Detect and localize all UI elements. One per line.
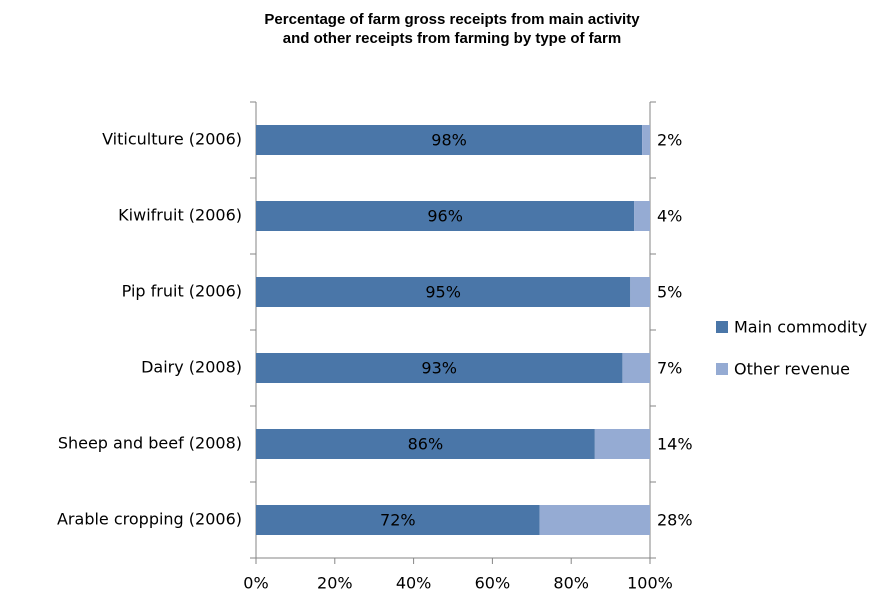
legend-swatch	[716, 363, 728, 375]
data-label: 93%	[421, 359, 457, 378]
data-label: 86%	[408, 435, 444, 454]
data-label: 5%	[657, 283, 682, 302]
bar-segment	[630, 277, 650, 307]
chart-title: and other receipts from farming by type …	[283, 30, 621, 47]
bar-segment	[634, 201, 650, 231]
data-label: 7%	[657, 359, 682, 378]
y-tick-label: Arable cropping (2006)	[57, 510, 242, 529]
data-label: 4%	[657, 207, 682, 226]
bar-segment	[594, 429, 650, 459]
bar-segment	[539, 505, 650, 535]
y-tick-label: Pip fruit (2006)	[122, 282, 242, 301]
x-tick-label: 100%	[627, 574, 673, 593]
y-tick-label: Viticulture (2006)	[102, 130, 242, 149]
x-tick-label: 0%	[243, 574, 268, 593]
data-label: 14%	[657, 435, 693, 454]
x-tick-label: 40%	[396, 574, 432, 593]
y-tick-label: Dairy (2008)	[141, 358, 242, 377]
bar-segment	[622, 353, 650, 383]
x-tick-label: 80%	[553, 574, 589, 593]
legend-label: Main commodity	[734, 318, 867, 337]
legend-swatch	[716, 321, 728, 333]
y-tick-label: Sheep and beef (2008)	[58, 434, 242, 453]
chart-title: Percentage of farm gross receipts from m…	[264, 11, 640, 28]
data-label: 95%	[425, 283, 461, 302]
x-tick-label: 20%	[317, 574, 353, 593]
data-label: 98%	[431, 131, 467, 150]
bar-segment	[256, 505, 540, 535]
bar-segment	[256, 353, 623, 383]
data-label: 28%	[657, 511, 693, 530]
legend-label: Other revenue	[734, 360, 850, 379]
data-label: 72%	[380, 511, 416, 530]
data-label: 96%	[427, 207, 463, 226]
x-tick-label: 60%	[475, 574, 511, 593]
bar-segment	[256, 429, 595, 459]
data-label: 2%	[657, 131, 682, 150]
bar-segment	[256, 277, 631, 307]
bar-segment	[256, 125, 643, 155]
bar-segment	[642, 125, 650, 155]
y-tick-label: Kiwifruit (2006)	[118, 206, 242, 225]
bar-segment	[256, 201, 635, 231]
